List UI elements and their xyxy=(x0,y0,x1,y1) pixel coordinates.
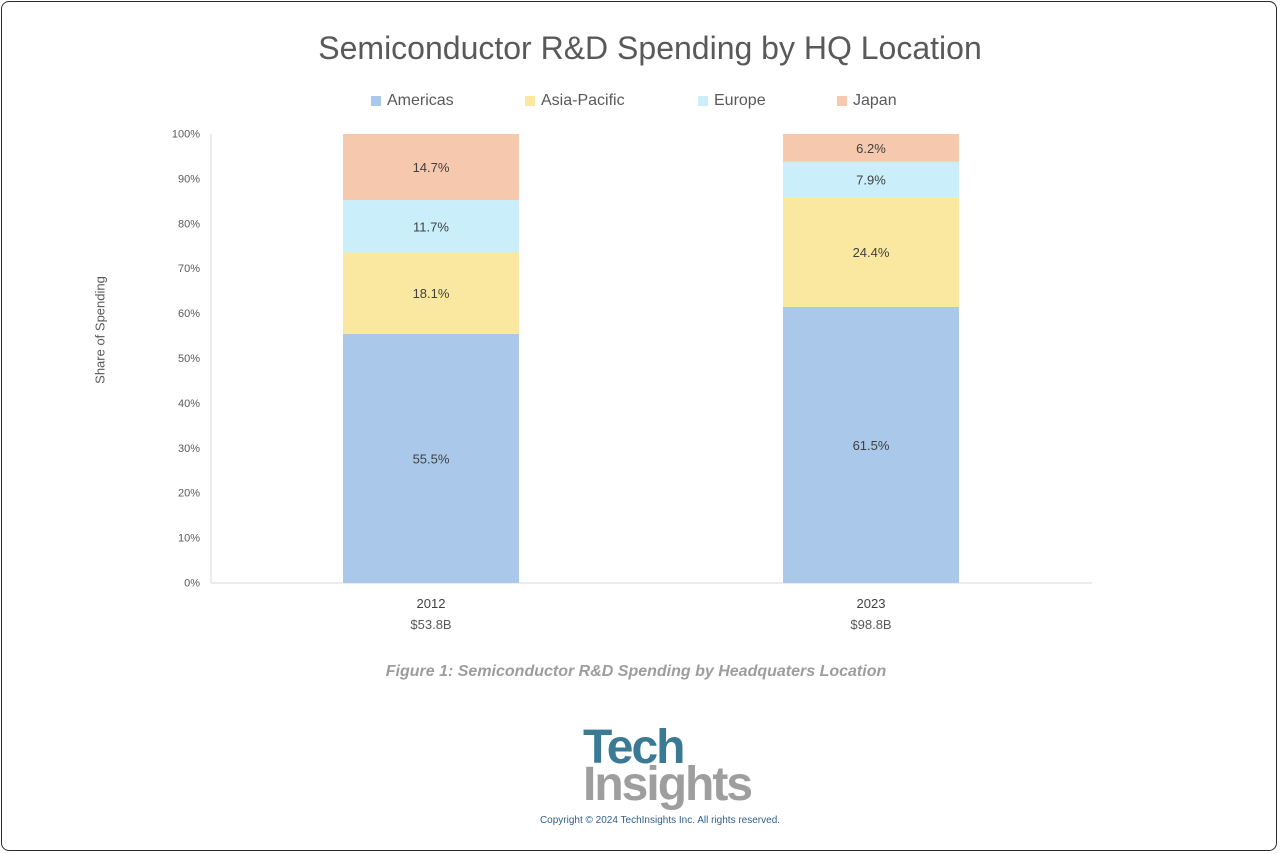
data-label-japan-2023: 6.2% xyxy=(856,141,886,156)
data-label-japan-2012: 14.7% xyxy=(413,160,450,175)
legend-swatch-japan xyxy=(837,96,847,106)
figure-caption: Figure 1: Semiconductor R&D Spending by … xyxy=(385,663,887,680)
chart-title: Semiconductor R&D Spending by HQ Locatio… xyxy=(318,30,982,66)
category-total-2023: $98.8B xyxy=(850,617,891,632)
data-label-europe-2012: 11.7% xyxy=(413,219,449,234)
legend-item-asia-pacific: Asia-Pacific xyxy=(525,92,625,110)
legend-swatch-asia-pacific xyxy=(525,96,535,106)
bar-segment-asia-pacific-2012 xyxy=(343,252,519,334)
data-label-asia-pacific-2023: 24.4% xyxy=(853,245,890,260)
y-tick-label: 60% xyxy=(178,308,200,320)
data-label-europe-2023: 7.9% xyxy=(856,173,886,188)
y-tick-label: 70% xyxy=(178,263,200,275)
y-tick-label: 10% xyxy=(178,533,200,545)
y-tick-label: 0% xyxy=(184,578,200,590)
data-label-asia-pacific-2012: 18.1% xyxy=(413,286,450,301)
legend-label-europe: Europe xyxy=(714,92,766,109)
y-tick-label: 30% xyxy=(178,443,200,455)
copyright-notice: Copyright © 2024 TechInsights Inc. All r… xyxy=(539,815,781,826)
y-tick-label: 50% xyxy=(178,353,200,365)
legend-label-americas: Americas xyxy=(387,92,454,109)
y-tick-label: 40% xyxy=(178,398,200,410)
y-tick-label: 90% xyxy=(178,173,200,185)
bar-segment-asia-pacific-2023 xyxy=(783,197,959,307)
bar-segment-japan-2012 xyxy=(343,134,519,201)
bar-segment-europe-2012 xyxy=(343,200,519,253)
legend-label-japan: Japan xyxy=(853,92,897,109)
bar-segment-americas-2023 xyxy=(783,306,959,583)
chart-legend: Americas Asia-Pacific Europe Japan xyxy=(0,92,1280,114)
x-tick-label-2023: 2023 xyxy=(857,596,886,611)
y-tick-label: 100% xyxy=(172,129,200,141)
legend-item-americas: Americas xyxy=(371,92,454,110)
y-tick-label: 80% xyxy=(178,218,200,230)
legend-label-asia-pacific: Asia-Pacific xyxy=(541,92,625,109)
x-tick-label-2012: 2012 xyxy=(417,596,446,611)
bar-segment-europe-2023 xyxy=(783,161,959,198)
legend-swatch-europe xyxy=(698,96,708,106)
data-label-americas-2012: 55.5% xyxy=(413,451,450,466)
y-tick-label: 20% xyxy=(178,488,200,500)
bar-segment-japan-2023 xyxy=(783,134,959,162)
legend-swatch-americas xyxy=(371,96,381,106)
category-total-2012: $53.8B xyxy=(410,617,451,632)
techinsights-logo: Tech Insights xyxy=(583,724,763,814)
logo-text-insights: Insights xyxy=(583,758,753,811)
data-label-americas-2023: 61.5% xyxy=(853,438,890,453)
bar-segment-americas-2012 xyxy=(343,333,519,583)
logo-text-tech: Tech xyxy=(583,721,685,774)
legend-item-japan: Japan xyxy=(837,92,897,110)
legend-item-europe: Europe xyxy=(698,92,766,110)
